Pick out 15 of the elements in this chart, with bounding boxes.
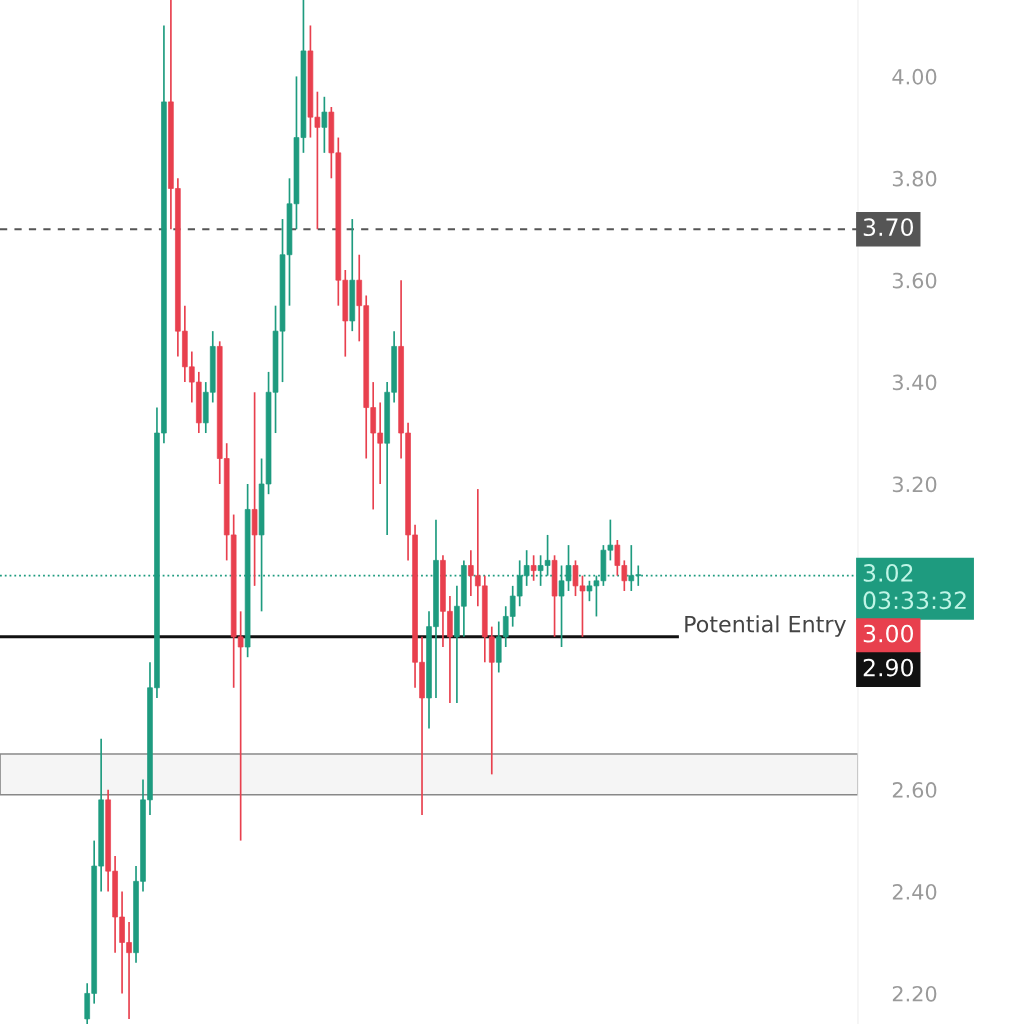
y-tick-label: 3.80 [892, 170, 937, 187]
text: 3.00 [863, 624, 913, 643]
y-tick-label: 3.20 [892, 476, 937, 493]
y-tick-label: 2.60 [892, 782, 937, 798]
y-tick-label: 3.40 [892, 374, 937, 391]
candlestick [530, 554, 537, 582]
y-tick-label: 2.40 [892, 883, 937, 900]
y-tick-label: 2.20 [892, 985, 937, 1002]
ref-line-label: 3.02 03:33:32 [863, 564, 966, 610]
y-tick-label: 3.60 [892, 272, 937, 289]
annotation: Potential Entry [685, 615, 846, 637]
y-tick-label: 4.00 [892, 68, 937, 85]
candlestick [321, 95, 328, 154]
ref-line-label: 3.70 [863, 218, 913, 237]
ref-line-label: 2.90 [863, 658, 913, 677]
